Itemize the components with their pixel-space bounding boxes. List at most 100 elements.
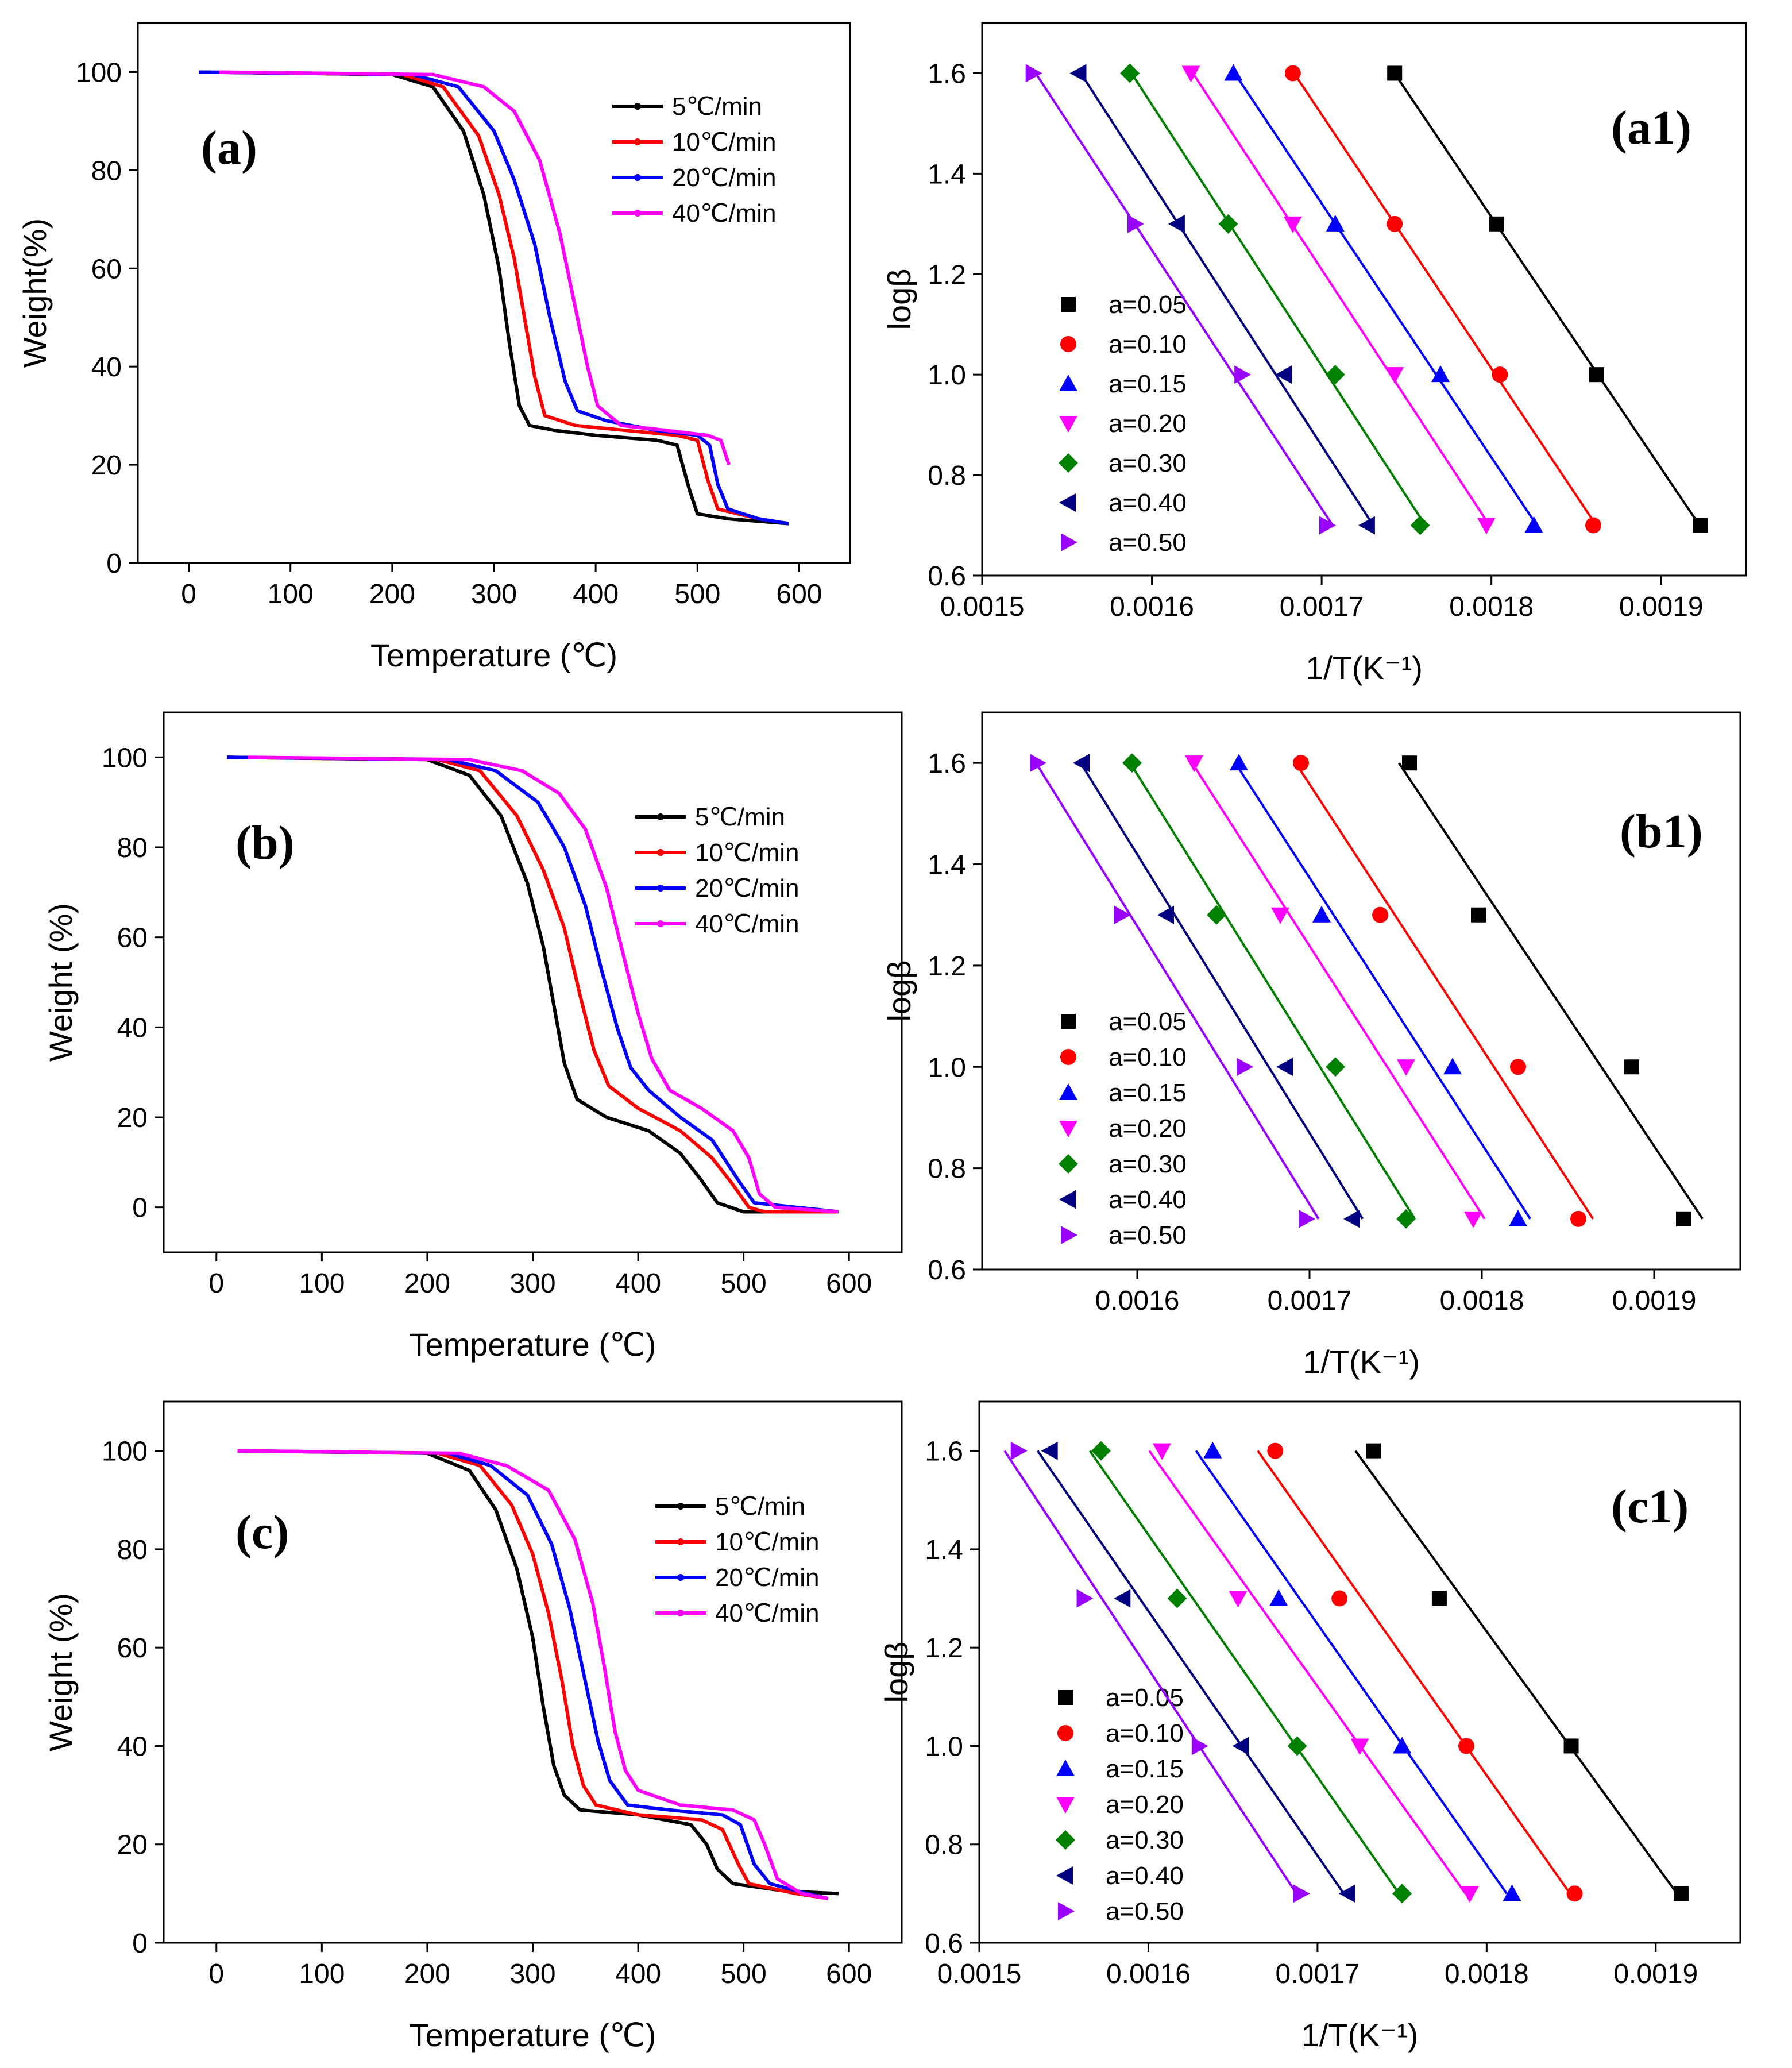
- y-tick-label: 0: [132, 1928, 148, 1959]
- y-tick-label: 0: [106, 549, 122, 579]
- data-point-a010: [1510, 1059, 1526, 1075]
- legend-40-marker: [657, 920, 664, 927]
- x-axis-title: 1/T(K⁻¹): [1306, 650, 1423, 686]
- data-point-a020: [1460, 1886, 1479, 1903]
- data-point-a010: [1458, 1738, 1474, 1754]
- x-tick-label: 300: [471, 579, 517, 609]
- data-point-a015: [1230, 754, 1248, 771]
- data-point-a030: [1122, 753, 1142, 773]
- x-tick-label: 100: [299, 1959, 345, 1989]
- legend-marker-a040: [1056, 1866, 1073, 1885]
- legend-label: a=0.05: [1109, 291, 1187, 319]
- data-point-a020: [1181, 65, 1200, 83]
- legend-label: 40℃/min: [715, 1599, 819, 1627]
- legend-label: a=0.10: [1106, 1719, 1184, 1747]
- fit-line-a040: [1079, 762, 1364, 1220]
- y-axis-title: logβ: [878, 1642, 914, 1703]
- fit-line-a005: [1354, 1450, 1678, 1895]
- data-point-a040: [1275, 365, 1292, 384]
- data-point-a015: [1224, 64, 1243, 81]
- data-point-a015: [1312, 905, 1331, 923]
- fit-line-a015: [1234, 762, 1531, 1220]
- x-tick-label: 0: [208, 1268, 224, 1299]
- legend-marker-a015: [1056, 1760, 1075, 1776]
- fit-line-a005: [1397, 762, 1704, 1220]
- data-point-a005: [1673, 1886, 1689, 1901]
- data-point-a015: [1203, 1441, 1222, 1459]
- data-point-a005: [1676, 1211, 1691, 1226]
- legend-marker-a005: [1061, 1014, 1076, 1029]
- legend-20-marker: [677, 1574, 684, 1581]
- x-tick-label: 0.0016: [1110, 592, 1194, 622]
- x-tick-label: 0.0018: [1445, 1959, 1529, 1989]
- legend-label: a=0.40: [1109, 1186, 1187, 1214]
- data-point-a030: [1167, 1588, 1187, 1608]
- series-line-10: [227, 755, 839, 1214]
- y-tick-label: 60: [117, 923, 148, 954]
- data-point-a005: [1366, 1443, 1381, 1459]
- data-point-a010: [1585, 517, 1601, 534]
- series-line-20: [227, 755, 839, 1214]
- y-tick-label: 40: [91, 352, 122, 383]
- x-tick-label: 100: [299, 1268, 345, 1299]
- y-tick-label: 0.8: [928, 1154, 966, 1185]
- x-axis-title: Temperature (℃): [409, 2017, 656, 2053]
- legend-label: 5℃/min: [715, 1492, 805, 1521]
- x-tick-label: 400: [615, 1268, 661, 1299]
- legend-label: a=0.20: [1109, 410, 1187, 438]
- y-tick-label: 100: [76, 57, 122, 88]
- y-tick-label: 1.6: [928, 749, 966, 779]
- y-tick-label: 60: [117, 1633, 148, 1664]
- x-tick-label: 0.0019: [1619, 592, 1704, 622]
- data-point-a015: [1269, 1589, 1288, 1606]
- legend-marker-a010: [1060, 1049, 1076, 1065]
- x-axis-title: Temperature (℃): [409, 1326, 656, 1363]
- y-tick-label: 40: [117, 1013, 148, 1043]
- x-tick-label: 200: [369, 579, 415, 609]
- x-tick-label: 200: [404, 1268, 450, 1299]
- legend-label: 10℃/min: [672, 128, 776, 156]
- y-tick-label: 1.2: [925, 1633, 963, 1664]
- y-tick-label: 0.6: [925, 1928, 963, 1959]
- fit-line-a015: [1195, 1450, 1508, 1895]
- x-tick-label: 0.0015: [937, 1959, 1022, 1989]
- legend-label: 5℃/min: [672, 92, 762, 121]
- data-point-a040: [1338, 1884, 1355, 1903]
- legend-label: 40℃/min: [672, 199, 776, 227]
- x-tick-label: 0.0016: [1106, 1959, 1191, 1989]
- fit-line-a040: [1080, 72, 1374, 526]
- series-line-5: [199, 70, 789, 526]
- y-tick-label: 0.8: [925, 1830, 963, 1861]
- data-point-a030: [1396, 1209, 1416, 1229]
- data-point-a020: [1385, 367, 1404, 384]
- x-axis-title: 1/T(K⁻¹): [1301, 2017, 1419, 2053]
- data-point-a020: [1229, 1591, 1248, 1608]
- data-point-a040: [1157, 905, 1174, 924]
- y-tick-label: 80: [91, 156, 122, 186]
- legend-marker-a020: [1056, 1797, 1075, 1814]
- legend-label: a=0.20: [1106, 1791, 1184, 1819]
- x-tick-label: 0: [208, 1959, 224, 1989]
- x-tick-label: 600: [826, 1268, 872, 1299]
- data-point-a040: [1343, 1209, 1360, 1228]
- panel-tag: (b): [235, 816, 295, 870]
- legend-label: 20℃/min: [695, 874, 799, 902]
- data-point-a015: [1503, 1884, 1521, 1901]
- legend-marker-a030: [1059, 453, 1078, 473]
- legend-label: a=0.40: [1109, 489, 1187, 517]
- data-point-a010: [1492, 366, 1508, 383]
- panel-a: 0 100 200 300 400 500 600 0 20 40 60 80 100 Temperatu…: [17, 22, 851, 673]
- legend-marker-a020: [1059, 416, 1077, 433]
- fit-line-a010: [1257, 1450, 1571, 1895]
- data-point-a020: [1271, 907, 1289, 924]
- y-tick-label: 40: [117, 1731, 148, 1762]
- legend-label: a=0.50: [1109, 528, 1187, 557]
- data-point-a010: [1284, 65, 1301, 82]
- legend-marker-a030: [1059, 1154, 1078, 1174]
- series-line-20: [237, 1449, 829, 1900]
- panel-c: 0 100 200 300 400 500 600 0 20 40 60 80 100 Temperatu…: [43, 1400, 903, 2053]
- data-point-a030: [1091, 1441, 1111, 1461]
- data-point-a040: [1114, 1589, 1131, 1608]
- data-point-a005: [1563, 1738, 1579, 1754]
- fit-line-a010: [1293, 72, 1597, 526]
